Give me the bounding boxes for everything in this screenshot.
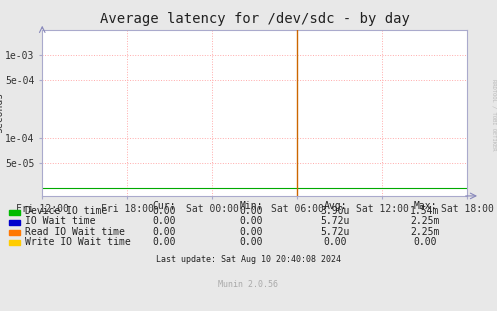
Text: Min:: Min: <box>239 201 263 211</box>
Text: 0.00: 0.00 <box>152 237 176 247</box>
Text: 3.90u: 3.90u <box>321 207 350 216</box>
Text: Max:: Max: <box>413 201 437 211</box>
Text: 0.00: 0.00 <box>239 216 263 226</box>
Text: Write IO Wait time: Write IO Wait time <box>25 237 131 247</box>
Text: 0.00: 0.00 <box>152 227 176 237</box>
Text: IO Wait time: IO Wait time <box>25 216 95 226</box>
Text: Last update: Sat Aug 10 20:40:08 2024: Last update: Sat Aug 10 20:40:08 2024 <box>156 255 341 264</box>
Text: 0.00: 0.00 <box>239 227 263 237</box>
Text: 1.54m: 1.54m <box>410 207 440 216</box>
Text: Device IO time: Device IO time <box>25 207 107 216</box>
Text: Munin 2.0.56: Munin 2.0.56 <box>219 280 278 289</box>
Text: 0.00: 0.00 <box>324 237 347 247</box>
Text: Avg:: Avg: <box>324 201 347 211</box>
Text: 0.00: 0.00 <box>239 207 263 216</box>
Y-axis label: seconds: seconds <box>0 92 4 133</box>
Text: 2.25m: 2.25m <box>410 216 440 226</box>
Text: 5.72u: 5.72u <box>321 227 350 237</box>
Text: 0.00: 0.00 <box>152 207 176 216</box>
Text: 0.00: 0.00 <box>152 216 176 226</box>
Text: 0.00: 0.00 <box>239 237 263 247</box>
Text: RRDTOOL / TOBI OETIKER: RRDTOOL / TOBI OETIKER <box>491 79 496 151</box>
Text: 2.25m: 2.25m <box>410 227 440 237</box>
Title: Average latency for /dev/sdc - by day: Average latency for /dev/sdc - by day <box>100 12 410 26</box>
Text: 5.72u: 5.72u <box>321 216 350 226</box>
Text: 0.00: 0.00 <box>413 237 437 247</box>
Text: Cur:: Cur: <box>152 201 176 211</box>
Text: Read IO Wait time: Read IO Wait time <box>25 227 125 237</box>
